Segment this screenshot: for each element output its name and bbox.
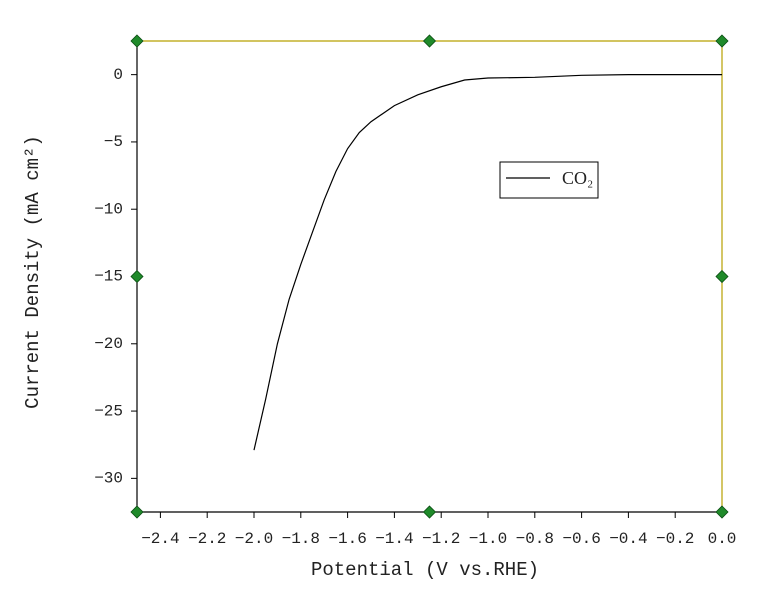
selection-handle: [130, 34, 144, 48]
legend-box: [499, 161, 599, 199]
selection-handle: [130, 269, 144, 284]
y-tick-label: −20: [94, 335, 123, 353]
x-tick-label: −0.2: [656, 530, 694, 548]
x-tick-label: −0.4: [609, 530, 647, 548]
selection-handle: [715, 34, 729, 48]
x-tick-label: −1.0: [469, 530, 507, 548]
x-tick-label: −1.2: [422, 530, 460, 548]
y-tick-label: −25: [94, 402, 123, 420]
selection-handle: [715, 505, 729, 519]
y-tick-label: −10: [94, 200, 123, 218]
data-line: [253, 74, 722, 451]
selection-handle: [422, 34, 437, 48]
x-tick-label: −1.6: [328, 530, 366, 548]
x-tick-label: −1.4: [375, 530, 413, 548]
selection-handle: [130, 505, 144, 519]
y-tick-label: −15: [94, 268, 123, 286]
x-tick-label: −0.6: [562, 530, 600, 548]
x-tick-label: −2.4: [141, 530, 179, 548]
selection-handle: [715, 269, 729, 284]
y-tick-label: 0: [113, 66, 123, 84]
y-tick-label: −30: [94, 470, 123, 488]
legend-label: CO₂: [562, 168, 593, 188]
x-tick-label: −0.8: [516, 530, 554, 548]
x-tick-label: 0.0: [708, 530, 737, 548]
x-tick-label: −2.0: [235, 530, 273, 548]
x-tick-label: −2.2: [188, 530, 226, 548]
y-tick-label: −5: [104, 133, 123, 151]
selection-handle: [422, 505, 437, 519]
y-axis-label: Current Density (mA cm²): [22, 135, 44, 409]
x-tick-label: −1.8: [282, 530, 320, 548]
x-axis-label: Potential (V vs.RHE): [311, 559, 539, 581]
